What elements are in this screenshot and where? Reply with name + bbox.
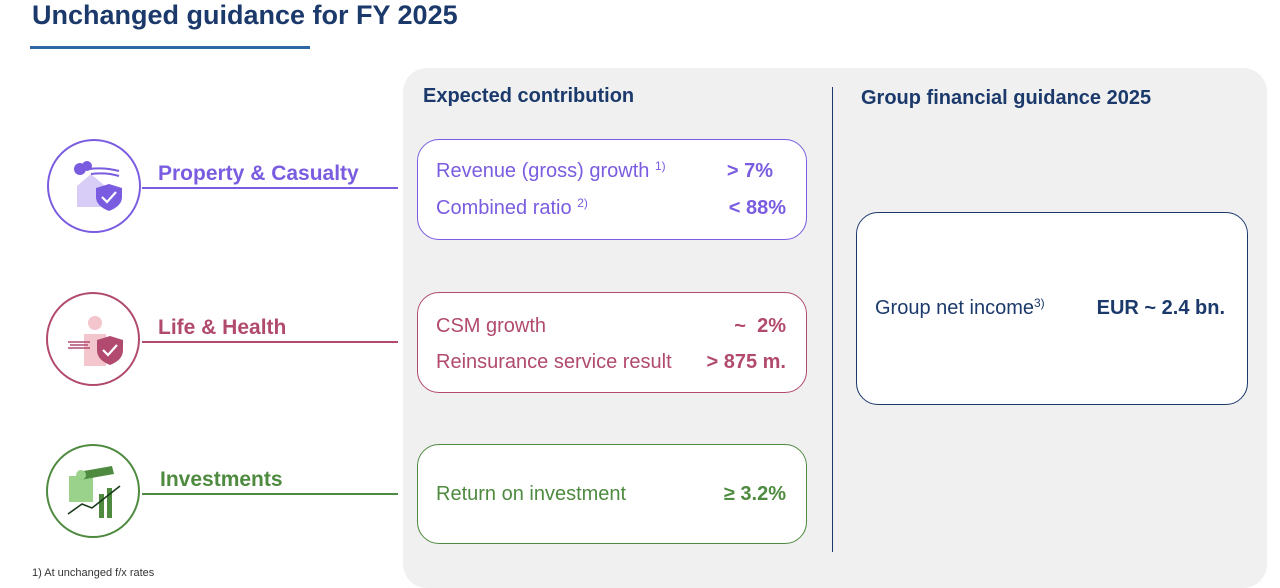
metric-label: Revenue (gross) growth xyxy=(436,160,650,182)
group-net-income-label-wrap: Group net income3) xyxy=(875,296,1045,320)
connector-line xyxy=(142,341,398,343)
life-health-icon-circle xyxy=(46,292,140,386)
life-health-metrics-box: CSM growth ~ 2% Reinsurance service resu… xyxy=(417,292,807,393)
expected-contribution-heading: Expected contribution xyxy=(423,85,635,107)
segment-label-property-casualty: Property & Casualty xyxy=(158,162,359,185)
footnote-marker: 3) xyxy=(1033,296,1045,310)
metric-value: < 88% xyxy=(728,197,786,219)
house-shield-icon xyxy=(74,161,122,211)
title-underline xyxy=(30,46,310,49)
metric-value: ≥ 3.2% xyxy=(723,483,786,505)
footnote-marker: 1) xyxy=(655,159,666,173)
person-shield-icon xyxy=(68,316,123,366)
footnote-marker: 2) xyxy=(577,196,588,210)
metric-label: Return on investment xyxy=(436,483,627,505)
connector-line xyxy=(142,187,398,189)
segment-label-investments: Investments xyxy=(160,468,283,491)
property-casualty-icon-circle xyxy=(47,139,141,233)
metric-value: > 875 m. xyxy=(706,351,786,373)
group-net-income-value: EUR ~ 2.4 bn. xyxy=(1096,297,1225,319)
column-divider xyxy=(832,87,833,552)
telescope-growth-icon xyxy=(67,466,121,518)
group-net-income-box: Group net income3) EUR ~ 2.4 bn. xyxy=(856,212,1248,405)
group-net-income-label: Group net income xyxy=(875,297,1034,319)
metric-value: > 7% xyxy=(726,160,773,182)
connector-line xyxy=(142,493,398,495)
metric-value: ~ 2% xyxy=(734,315,786,337)
metric-label: CSM growth xyxy=(436,315,547,337)
footnote: 1) At unchanged f/x rates xyxy=(32,567,155,579)
segment-label-life-health: Life & Health xyxy=(158,316,287,339)
metric-label: Combined ratio xyxy=(436,197,572,219)
group-guidance-heading: Group financial guidance 2025 xyxy=(861,87,1152,109)
investments-icon-circle xyxy=(46,444,140,538)
investments-metrics-box: Return on investment ≥ 3.2% xyxy=(417,444,807,544)
property-casualty-metrics-box: Revenue (gross) growth 1) > 7% Combined … xyxy=(417,139,807,240)
page-title: Unchanged guidance for FY 2025 xyxy=(32,0,458,30)
metric-label: Reinsurance service result xyxy=(436,351,672,373)
